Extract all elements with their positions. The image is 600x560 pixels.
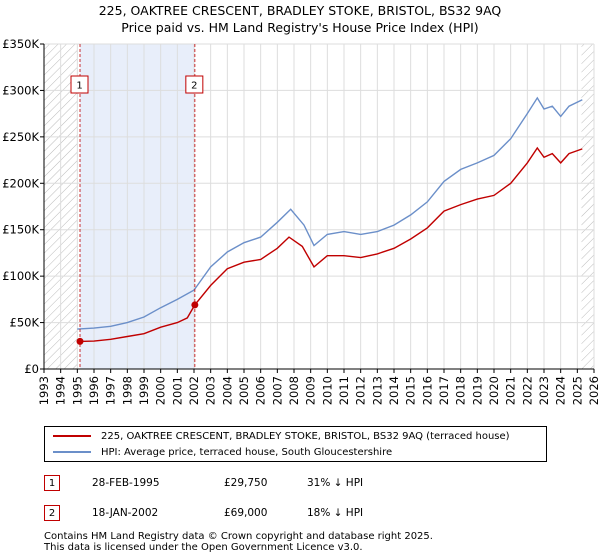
footer-licence: This data is licensed under the Open Gov… bbox=[44, 542, 363, 553]
x-tick-label: 1995 bbox=[70, 376, 84, 405]
sale-box-label: 2 bbox=[191, 81, 197, 92]
x-tick-label: 2013 bbox=[370, 376, 384, 405]
sale-price: £69,000 bbox=[224, 507, 268, 519]
y-tick-label: £50K bbox=[10, 316, 40, 330]
x-tick-label: 2020 bbox=[487, 376, 501, 405]
legend-item-hpi: HPI: Average price, terraced house, Sout… bbox=[53, 445, 392, 459]
x-tick-label: 2021 bbox=[504, 376, 518, 405]
sale-price: £29,750 bbox=[224, 477, 268, 489]
y-tick-label: £200K bbox=[2, 176, 39, 190]
shaded-range bbox=[80, 44, 195, 369]
x-tick-label: 2022 bbox=[520, 376, 534, 405]
x-tick-label: 2025 bbox=[570, 376, 584, 405]
x-tick-label: 2024 bbox=[554, 376, 568, 405]
x-tick-label: 1998 bbox=[120, 376, 134, 405]
x-tick-label: 2009 bbox=[304, 376, 318, 405]
y-tick-label: £100K bbox=[2, 269, 39, 283]
x-tick-label: 2012 bbox=[354, 376, 368, 405]
y-tick-label: £350K bbox=[2, 37, 39, 51]
y-tick-label: £300K bbox=[2, 83, 39, 97]
legend-item-property: 225, OAKTREE CRESCENT, BRADLEY STOKE, BR… bbox=[53, 429, 510, 443]
y-tick-label: £150K bbox=[2, 223, 39, 237]
x-tick-label: 1993 bbox=[37, 376, 51, 405]
sale-date: 28-FEB-1995 bbox=[92, 477, 160, 489]
footer: Contains HM Land Registry data © Crown c… bbox=[44, 531, 433, 553]
chart-legend: 225, OAKTREE CRESCENT, BRADLEY STOKE, BR… bbox=[44, 426, 547, 462]
x-tick-label: 2026 bbox=[587, 376, 600, 405]
sale-box bbox=[185, 75, 204, 94]
price-chart: 1 2 £0 £50K £100K £150K £200K £250K £300K £350K 1… bbox=[2, 37, 600, 405]
footer-copyright: Contains HM Land Registry data © Crown c… bbox=[44, 531, 433, 542]
y-tick-label: £0 bbox=[24, 362, 39, 376]
x-tick-label: 2000 bbox=[154, 376, 168, 405]
x-tick-label: 1997 bbox=[104, 376, 118, 405]
y-tick-label: £250K bbox=[2, 130, 39, 144]
hatched-region-after bbox=[581, 44, 594, 369]
sale-marker-label: 1 bbox=[44, 475, 60, 491]
x-tick-label: 2017 bbox=[437, 376, 451, 405]
x-tick-label: 2007 bbox=[270, 376, 284, 405]
x-tick-label: 2003 bbox=[204, 376, 218, 405]
sale-point bbox=[76, 337, 84, 345]
x-tick-label: 1999 bbox=[137, 376, 151, 405]
sale-point bbox=[191, 301, 199, 309]
legend-label-hpi: HPI: Average price, terraced house, Sout… bbox=[101, 446, 393, 458]
chart-subtitle: Price paid vs. HM Land Registry's House … bbox=[121, 20, 479, 35]
sale-box-label: 1 bbox=[76, 81, 82, 92]
chart-title: 225, OAKTREE CRESCENT, BRADLEY STOKE, BR… bbox=[98, 3, 502, 18]
legend-swatch-red bbox=[53, 435, 91, 437]
x-tick-label: 2006 bbox=[254, 376, 268, 405]
x-tick-label: 2023 bbox=[537, 376, 551, 405]
sale-marker-label: 2 bbox=[44, 505, 60, 521]
x-tick-label: 1996 bbox=[87, 376, 101, 405]
series-line bbox=[79, 146, 583, 343]
sale-hpi-diff: 18% ↓ HPI bbox=[307, 507, 364, 519]
sale-row-2: 2 18-JAN-2002 £69,000 18% ↓ HPI bbox=[44, 505, 564, 523]
x-tick-label: 2010 bbox=[320, 376, 334, 405]
x-tick-label: 2018 bbox=[454, 376, 468, 405]
sale-row-1: 1 28-FEB-1995 £29,750 31% ↓ HPI bbox=[44, 475, 564, 493]
x-tick-label: 2014 bbox=[387, 376, 401, 405]
x-tick-label: 2002 bbox=[187, 376, 201, 405]
series-line bbox=[77, 96, 583, 330]
x-tick-label: 2019 bbox=[470, 376, 484, 405]
x-tick-label: 1994 bbox=[54, 376, 68, 405]
sale-date: 18-JAN-2002 bbox=[92, 507, 159, 519]
x-tick-label: 2004 bbox=[220, 376, 234, 405]
x-tick-label: 2011 bbox=[337, 376, 351, 405]
x-tick-label: 2016 bbox=[420, 376, 434, 405]
x-tick-label: 2015 bbox=[404, 376, 418, 405]
x-tick-label: 2001 bbox=[170, 376, 184, 405]
sale-box bbox=[70, 75, 89, 94]
sale-hpi-diff: 31% ↓ HPI bbox=[307, 477, 364, 489]
legend-label-property: 225, OAKTREE CRESCENT, BRADLEY STOKE, BR… bbox=[101, 430, 510, 442]
x-tick-label: 2008 bbox=[287, 376, 301, 405]
x-tick-label: 2005 bbox=[237, 376, 251, 405]
legend-swatch-blue bbox=[53, 451, 91, 453]
